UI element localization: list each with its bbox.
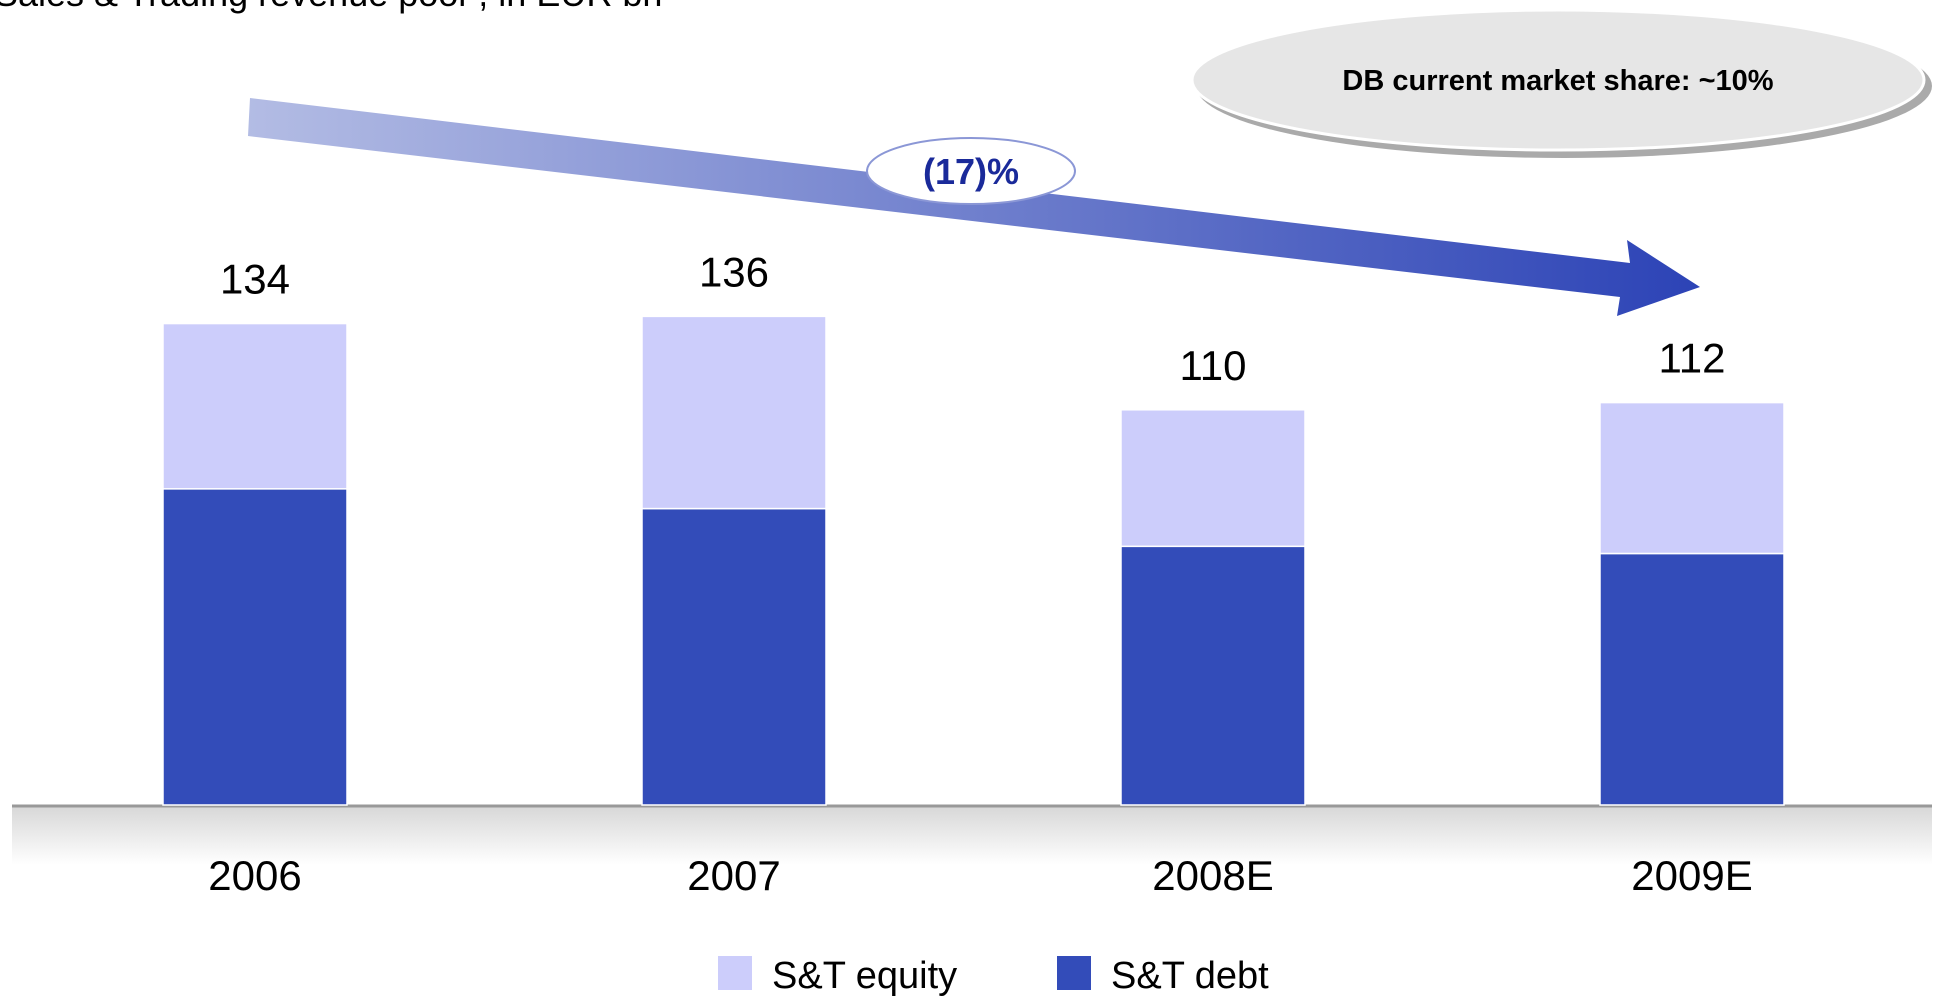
change-label: (17)% bbox=[923, 151, 1019, 192]
x-tick-label: 2009E bbox=[1631, 852, 1752, 899]
share-bubble bbox=[1190, 8, 1926, 152]
chart-title: Sales & Trading revenue pool¹, in EUR bn bbox=[0, 0, 662, 14]
bar-segment bbox=[641, 507, 827, 806]
x-tick-label: 2006 bbox=[208, 852, 301, 899]
bar-segment bbox=[1599, 401, 1785, 555]
total-label: 110 bbox=[1180, 342, 1247, 389]
legend-label: S&T equity bbox=[772, 955, 957, 997]
floor bbox=[12, 807, 1932, 865]
bar-segment bbox=[162, 488, 348, 806]
total-label: 136 bbox=[699, 248, 769, 295]
bar-segment bbox=[1599, 552, 1785, 806]
change-bubble bbox=[866, 137, 1076, 205]
bar-segment bbox=[162, 322, 348, 490]
legend-swatch bbox=[718, 956, 752, 990]
x-tick-label: 2007 bbox=[687, 852, 780, 899]
bar-segment bbox=[1120, 545, 1306, 806]
total-label: 112 bbox=[1659, 335, 1726, 382]
share-label: DB current market share: ~10% bbox=[1342, 65, 1773, 97]
legend-swatch bbox=[1057, 956, 1091, 990]
trend-arrow bbox=[248, 98, 1700, 316]
x-tick-label: 2008E bbox=[1152, 852, 1273, 899]
total-label: 134 bbox=[220, 256, 290, 303]
bar-segment bbox=[641, 315, 827, 510]
bar-segment bbox=[1120, 409, 1306, 548]
legend-label: S&T debt bbox=[1111, 955, 1269, 997]
